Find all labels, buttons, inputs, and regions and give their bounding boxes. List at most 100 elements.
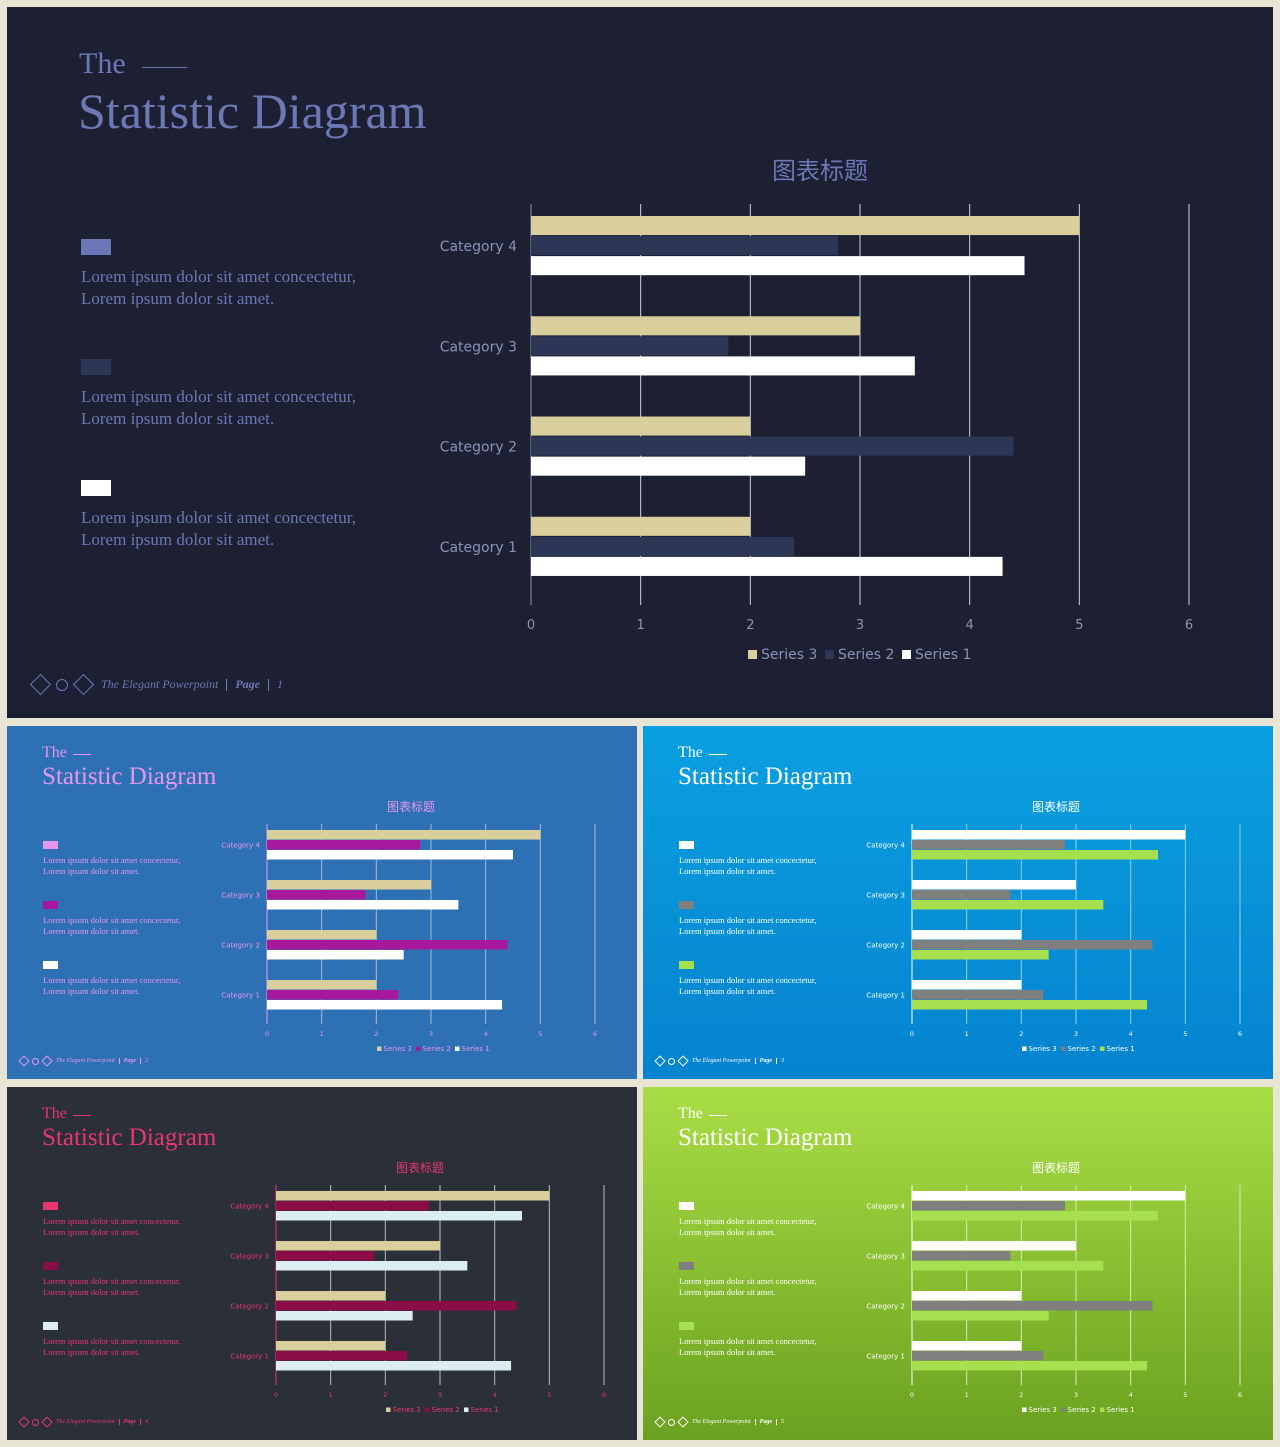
legend-label: Series 2: [1068, 1045, 1096, 1053]
legend-label: Series 3: [761, 647, 817, 663]
bar-series-1-category-1: [912, 1000, 1148, 1010]
legend-swatch: [377, 1046, 382, 1051]
footer: The Elegant Powerpoint Page 4: [18, 1416, 148, 1428]
chart-title: 图表标题: [1032, 1161, 1080, 1175]
bar-series-3-category-2: [276, 1291, 386, 1301]
description-text: Lorem ipsum dolor sit amet concectetur,: [81, 508, 357, 527]
legend-color-block: [43, 1262, 58, 1270]
footer-brand: The Elegant Powerpoint: [56, 1419, 115, 1425]
x-tick-label: 0: [910, 1391, 914, 1399]
description-text: Lorem ipsum dolor sit amet.: [81, 289, 275, 308]
x-tick-label: 2: [746, 618, 754, 633]
x-tick-label: 4: [1129, 1030, 1133, 1038]
footer-shapes-icon: [18, 1416, 56, 1428]
bar-series-1-category-2: [912, 950, 1049, 960]
legend-color-block: [679, 841, 694, 849]
bar-series-1-category-1: [531, 556, 1003, 576]
bar-series-1-category-4: [267, 850, 513, 860]
bar-series-3-category-2: [912, 930, 1022, 940]
description-text: Lorem ipsum dolor sit amet.: [679, 1347, 776, 1357]
description-text: Lorem ipsum dolor sit amet concectetur,: [43, 1276, 181, 1286]
legend-color-block: [43, 961, 58, 969]
category-label: Category 3: [866, 892, 905, 900]
bar-series-3-category-1: [276, 1341, 386, 1351]
legend-swatch: [825, 650, 834, 659]
bar-series-1-category-4: [531, 256, 1025, 276]
bar-series-3-category-4: [267, 830, 541, 840]
x-tick-label: 4: [493, 1391, 497, 1399]
x-tick-label: 1: [965, 1030, 969, 1038]
description-text: Lorem ipsum dolor sit amet.: [679, 866, 776, 876]
bar-series-1-category-2: [531, 456, 806, 476]
x-tick-label: 0: [527, 618, 535, 633]
legend-swatch: [902, 650, 911, 659]
bar-series-3-category-1: [912, 980, 1022, 990]
footer-brand: The Elegant Powerpoint: [692, 1419, 751, 1425]
chart-title: 图表标题: [772, 157, 868, 185]
bar-series-2-category-4: [912, 840, 1066, 850]
circle-icon: [668, 1057, 675, 1065]
bar-series-3-category-3: [531, 316, 860, 336]
description-text: Lorem ipsum dolor sit amet.: [679, 986, 776, 996]
x-tick-label: 2: [374, 1030, 378, 1038]
bar-series-2-category-1: [912, 990, 1044, 1000]
legend-color-block: [81, 480, 111, 496]
x-tick-label: 5: [1183, 1030, 1187, 1038]
footer-separator: [140, 1419, 141, 1425]
x-tick-label: 1: [329, 1391, 333, 1399]
bar-series-3-category-3: [267, 880, 431, 890]
bar-series-2-category-3: [276, 1251, 375, 1261]
footer-separator: [118, 1058, 120, 1064]
bar-series-2-category-3: [912, 1251, 1011, 1261]
bar-series-2-category-3: [912, 890, 1011, 900]
legend-color-block: [43, 1202, 58, 1210]
x-tick-label: 6: [1238, 1391, 1242, 1399]
category-label: Category 2: [221, 942, 260, 950]
footer-page-number: 5: [781, 1419, 784, 1425]
category-label: Category 2: [866, 1303, 905, 1311]
x-tick-label: 3: [1074, 1391, 1078, 1399]
bar-series-2-category-4: [912, 1201, 1066, 1211]
circle-icon: [56, 678, 68, 691]
x-tick-label: 0: [910, 1030, 914, 1038]
x-tick-label: 1: [965, 1391, 969, 1399]
footer-shapes-icon: [654, 1055, 692, 1067]
page-title: Statistic Diagram: [42, 1124, 217, 1151]
bar-series-3-category-4: [912, 1191, 1186, 1201]
title-small: The: [678, 744, 703, 761]
footer-separator: [754, 1419, 756, 1425]
category-label: Category 1: [221, 992, 260, 1000]
page-title: Statistic Diagram: [78, 83, 427, 139]
bar-series-2-category-4: [531, 236, 839, 256]
footer-page-label: Page: [123, 1058, 136, 1064]
category-label: Category 4: [230, 1203, 269, 1211]
legend-swatch: [386, 1407, 391, 1412]
legend-label: Series 3: [1029, 1406, 1057, 1414]
bar-series-1-category-1: [267, 1000, 503, 1010]
legend-swatch: [748, 650, 757, 659]
x-tick-label: 5: [547, 1391, 551, 1399]
category-label: Category 1: [866, 1353, 905, 1361]
x-tick-label: 0: [274, 1391, 278, 1399]
title-small: The: [42, 744, 67, 761]
description-text: Lorem ipsum dolor sit amet concectetur,: [679, 855, 817, 865]
circle-icon: [32, 1057, 39, 1065]
category-label: Category 4: [221, 842, 260, 850]
bar-series-3-category-3: [912, 880, 1076, 890]
x-tick-label: 2: [1019, 1030, 1023, 1038]
bar-series-2-category-3: [267, 890, 366, 900]
bar-series-3-category-1: [267, 980, 377, 990]
bar-series-3-category-2: [267, 930, 377, 940]
legend-swatch: [464, 1407, 469, 1412]
bar-chart: 图表标题 0 1 2 3 4 5 6 Category 4 Category 3 Category …: [866, 800, 1242, 1053]
bar-series-3-category-2: [912, 1291, 1022, 1301]
title-decor-line: [709, 754, 727, 755]
description-text: Lorem ipsum dolor sit amet concectetur,: [679, 1336, 817, 1346]
bar-series-2-category-3: [531, 336, 729, 356]
legend-color-block: [679, 1322, 694, 1330]
bar-series-3-category-3: [912, 1241, 1076, 1251]
legend-color-block: [81, 359, 111, 375]
title-decor-line: [709, 1115, 727, 1116]
x-tick-label: 6: [1238, 1030, 1242, 1038]
bar-series-2-category-1: [267, 990, 399, 1000]
